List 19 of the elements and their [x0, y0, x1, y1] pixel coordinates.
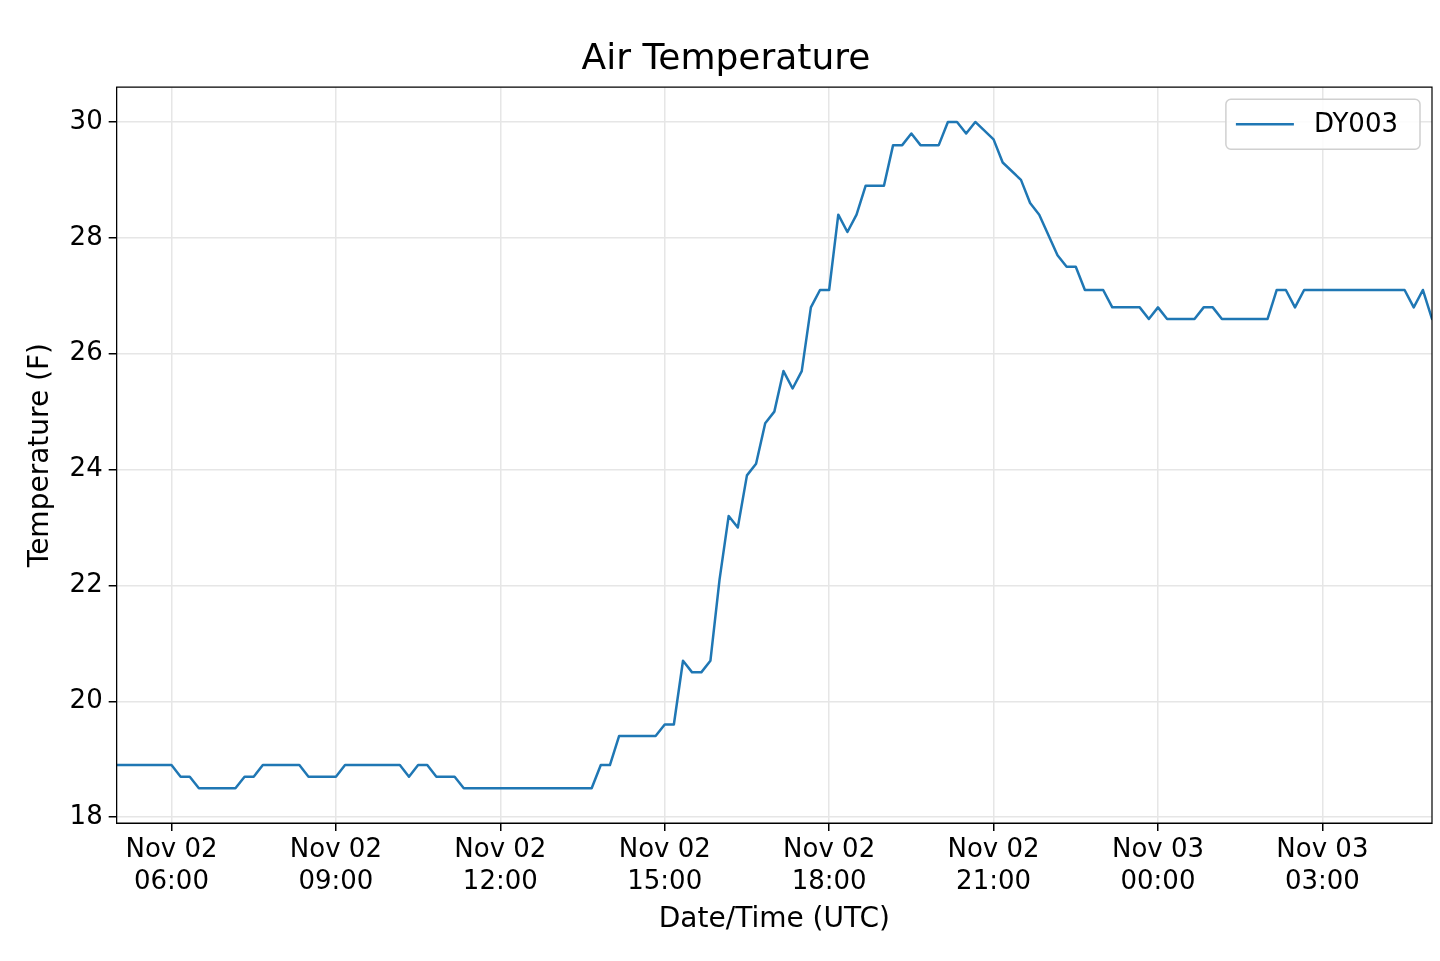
y-tick-label: 22: [69, 568, 103, 599]
y-tick-label: 28: [69, 220, 103, 251]
x-tick-label: Nov 02 15:00: [618, 833, 711, 895]
y-tick-label: 18: [69, 799, 103, 830]
x-tick-label: Nov 02 09:00: [289, 833, 382, 895]
y-tick-label: 24: [69, 452, 103, 483]
x-tick-label: Nov 02 21:00: [947, 833, 1040, 895]
y-tick-label: 26: [69, 336, 103, 367]
x-tick-label: Nov 03 03:00: [1276, 833, 1369, 895]
chart-title: Air Temperature: [581, 35, 871, 77]
y-tick-label: 30: [69, 104, 103, 135]
y-axis-title: Temperature (F): [22, 342, 56, 569]
y-tick-label: 20: [69, 684, 103, 715]
x-tick-label: Nov 03 00:00: [1111, 833, 1205, 895]
x-tick-label: Nov 02 12:00: [454, 833, 547, 895]
x-tick-label: Nov 02 06:00: [125, 833, 218, 895]
x-axis-title: Date/Time (UTC): [658, 901, 890, 935]
x-tick-label: Nov 02 18:00: [783, 833, 876, 895]
legend-label: DY003: [1313, 107, 1398, 138]
